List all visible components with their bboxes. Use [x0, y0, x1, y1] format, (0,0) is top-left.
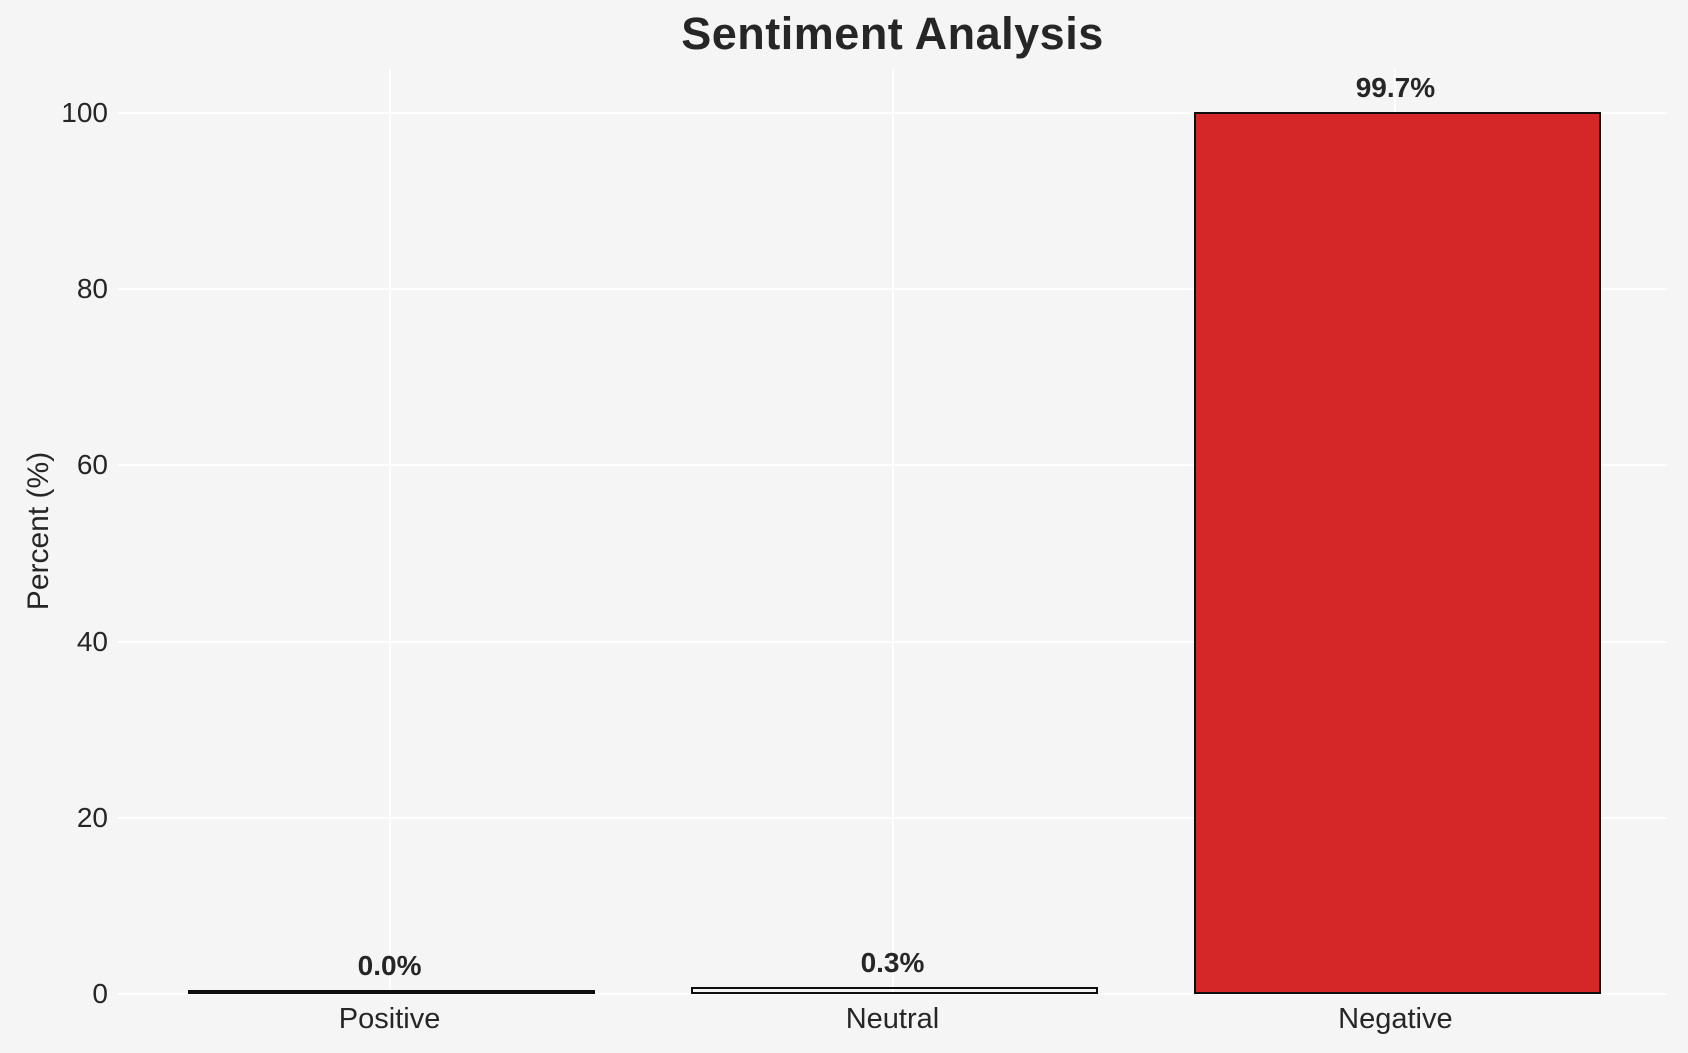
- x-tick-label-positive: Positive: [338, 1003, 441, 1035]
- bar-value-label-neutral: 0.3%: [860, 947, 925, 979]
- bar-neutral: [691, 987, 1098, 994]
- y-tick-label-60: 60: [76, 449, 108, 481]
- y-tick-label-40: 40: [76, 625, 108, 657]
- y-tick-label-0: 0: [92, 978, 108, 1009]
- bar-value-label-positive: 0.0%: [357, 950, 422, 981]
- bar-negative: [1194, 111, 1601, 994]
- bar-positive: [188, 990, 595, 994]
- h-gridline-0: [118, 993, 1667, 995]
- y-tick-label-20: 20: [76, 801, 108, 833]
- v-gridline-neutral: [891, 69, 894, 994]
- bar-value-label-negative: 99.7%: [1355, 71, 1436, 103]
- y-tick-label-80: 80: [76, 273, 108, 305]
- x-tick-label-negative: Negative: [1338, 1003, 1453, 1035]
- x-tick-label-neutral: Neutral: [845, 1003, 940, 1035]
- chart-title: Sentiment Analysis: [681, 8, 1104, 59]
- y-tick-label-100: 100: [61, 97, 108, 129]
- v-gridline-positive: [388, 69, 391, 994]
- plot-area: 0.0% 0.3% 99.7%: [118, 69, 1667, 995]
